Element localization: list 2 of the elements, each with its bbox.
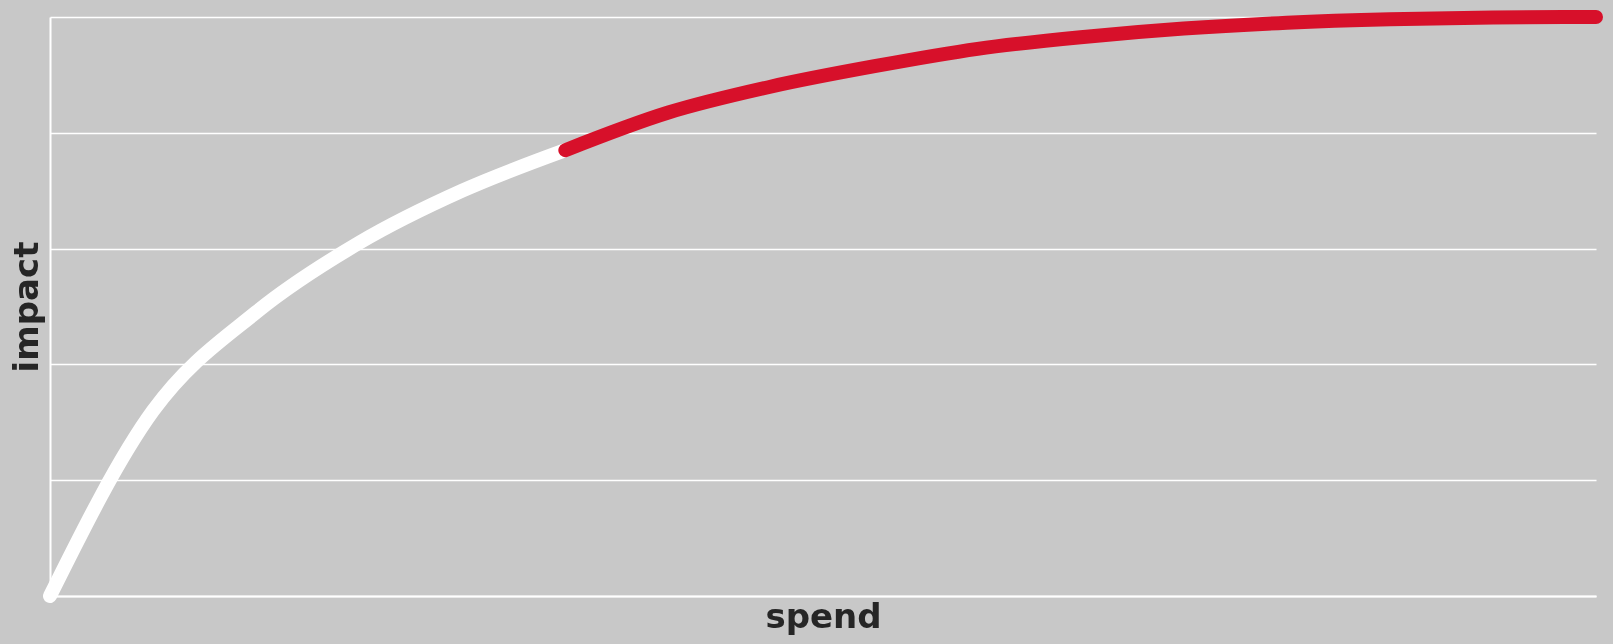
x-axis-title: spend <box>765 595 882 636</box>
y-axis-title: impact <box>5 241 46 373</box>
